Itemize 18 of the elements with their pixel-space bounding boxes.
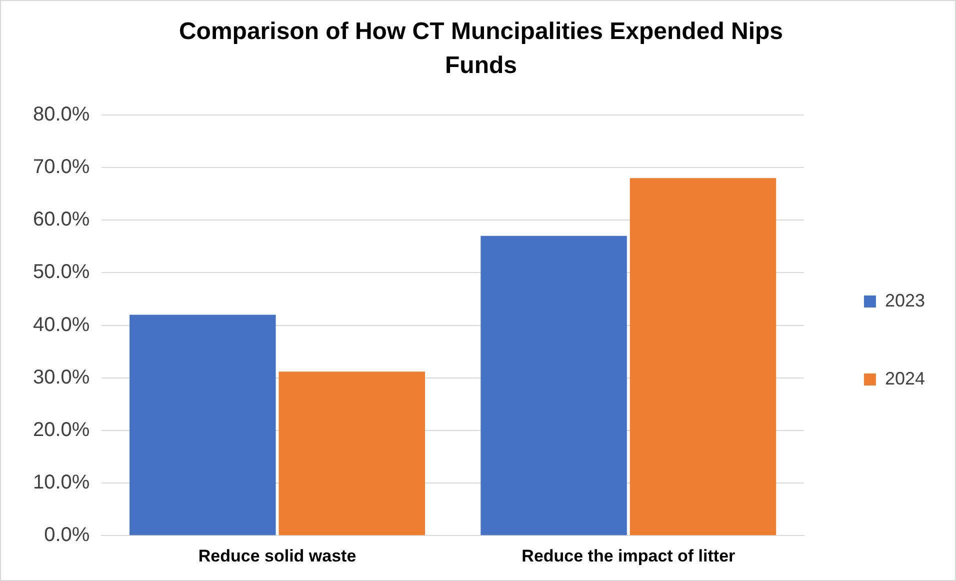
x-tick-label: Reduce the impact of litter	[522, 546, 736, 566]
y-tick-label: 40.0%	[32, 314, 90, 336]
chart-title: Comparison of How CT Muncipalities Expended Nips Funds	[178, 17, 784, 81]
y-tick-label: 60.0%	[32, 208, 90, 231]
legend-label: 2023	[884, 290, 926, 310]
bar	[630, 178, 776, 536]
bar	[278, 372, 426, 536]
y-tick-label: 10.0%	[32, 472, 90, 494]
bar	[130, 314, 276, 536]
y-tick-label: 20.0%	[32, 418, 90, 441]
y-tick-label: 30.0%	[32, 366, 90, 388]
x-tick-label: Reduce solid waste	[198, 546, 356, 566]
legend-label: 2024	[884, 368, 926, 388]
y-tick-label: 80.0%	[32, 104, 90, 126]
bar	[480, 236, 627, 536]
y-tick-label: 70.0%	[32, 156, 90, 178]
y-tick-label: 50.0%	[32, 261, 90, 284]
y-tick-label: 0.0%	[44, 524, 90, 546]
